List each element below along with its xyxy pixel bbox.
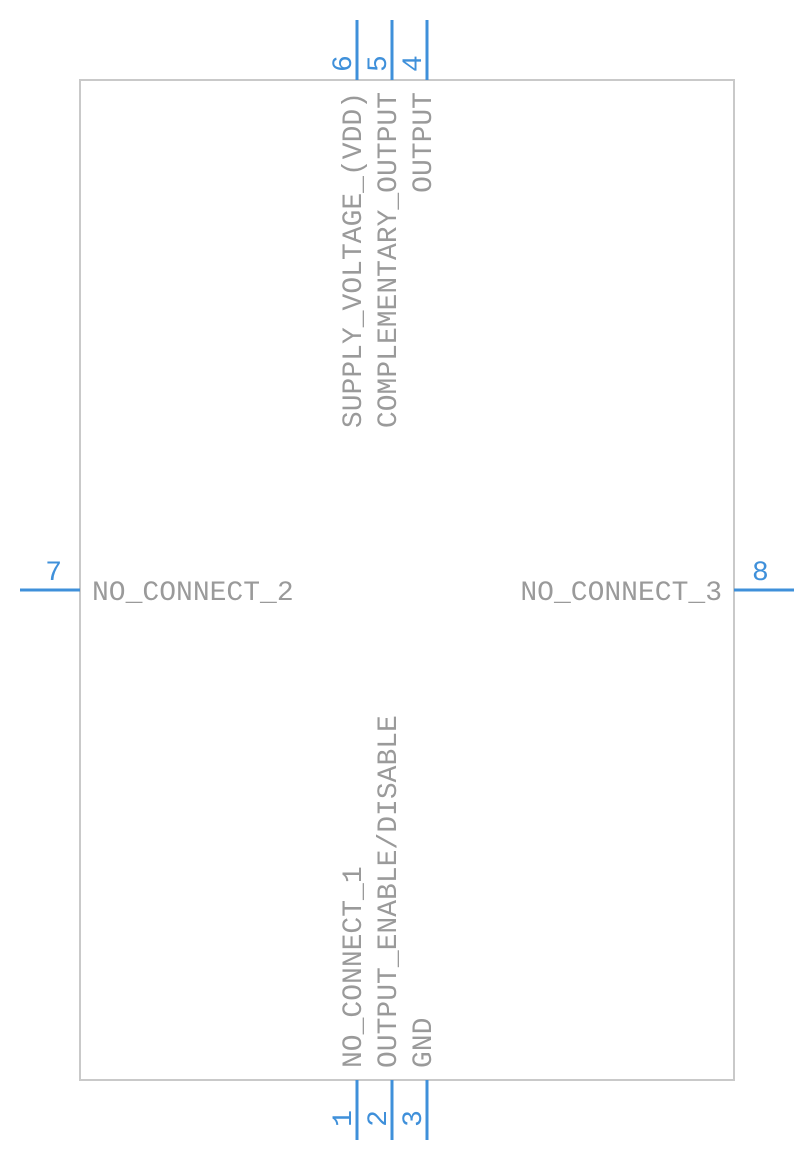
pin-number-7: 7 <box>45 558 62 589</box>
pin-number-4: 4 <box>399 55 430 72</box>
pin-label-3: GND <box>409 1018 440 1068</box>
pin-number-1: 1 <box>329 1110 360 1127</box>
pin-label-5: COMPLEMENTARY_OUTPUT <box>374 92 405 428</box>
pin-number-3: 3 <box>399 1110 430 1127</box>
pin-label-6: SUPPLY_VOLTAGE_(VDD) <box>339 92 370 428</box>
pin-number-8: 8 <box>752 558 769 589</box>
pin-label-4: OUTPUT <box>409 92 440 193</box>
pin-label-7: NO_CONNECT_2 <box>92 578 294 609</box>
pin-number-2: 2 <box>364 1110 395 1127</box>
pin-label-8: NO_CONNECT_3 <box>520 578 722 609</box>
pin-number-6: 6 <box>329 55 360 72</box>
pin-label-1: NO_CONNECT_1 <box>339 866 370 1068</box>
pin-label-2: OUTPUT_ENABLE/DISABLE <box>374 715 405 1068</box>
pin-number-5: 5 <box>364 55 395 72</box>
